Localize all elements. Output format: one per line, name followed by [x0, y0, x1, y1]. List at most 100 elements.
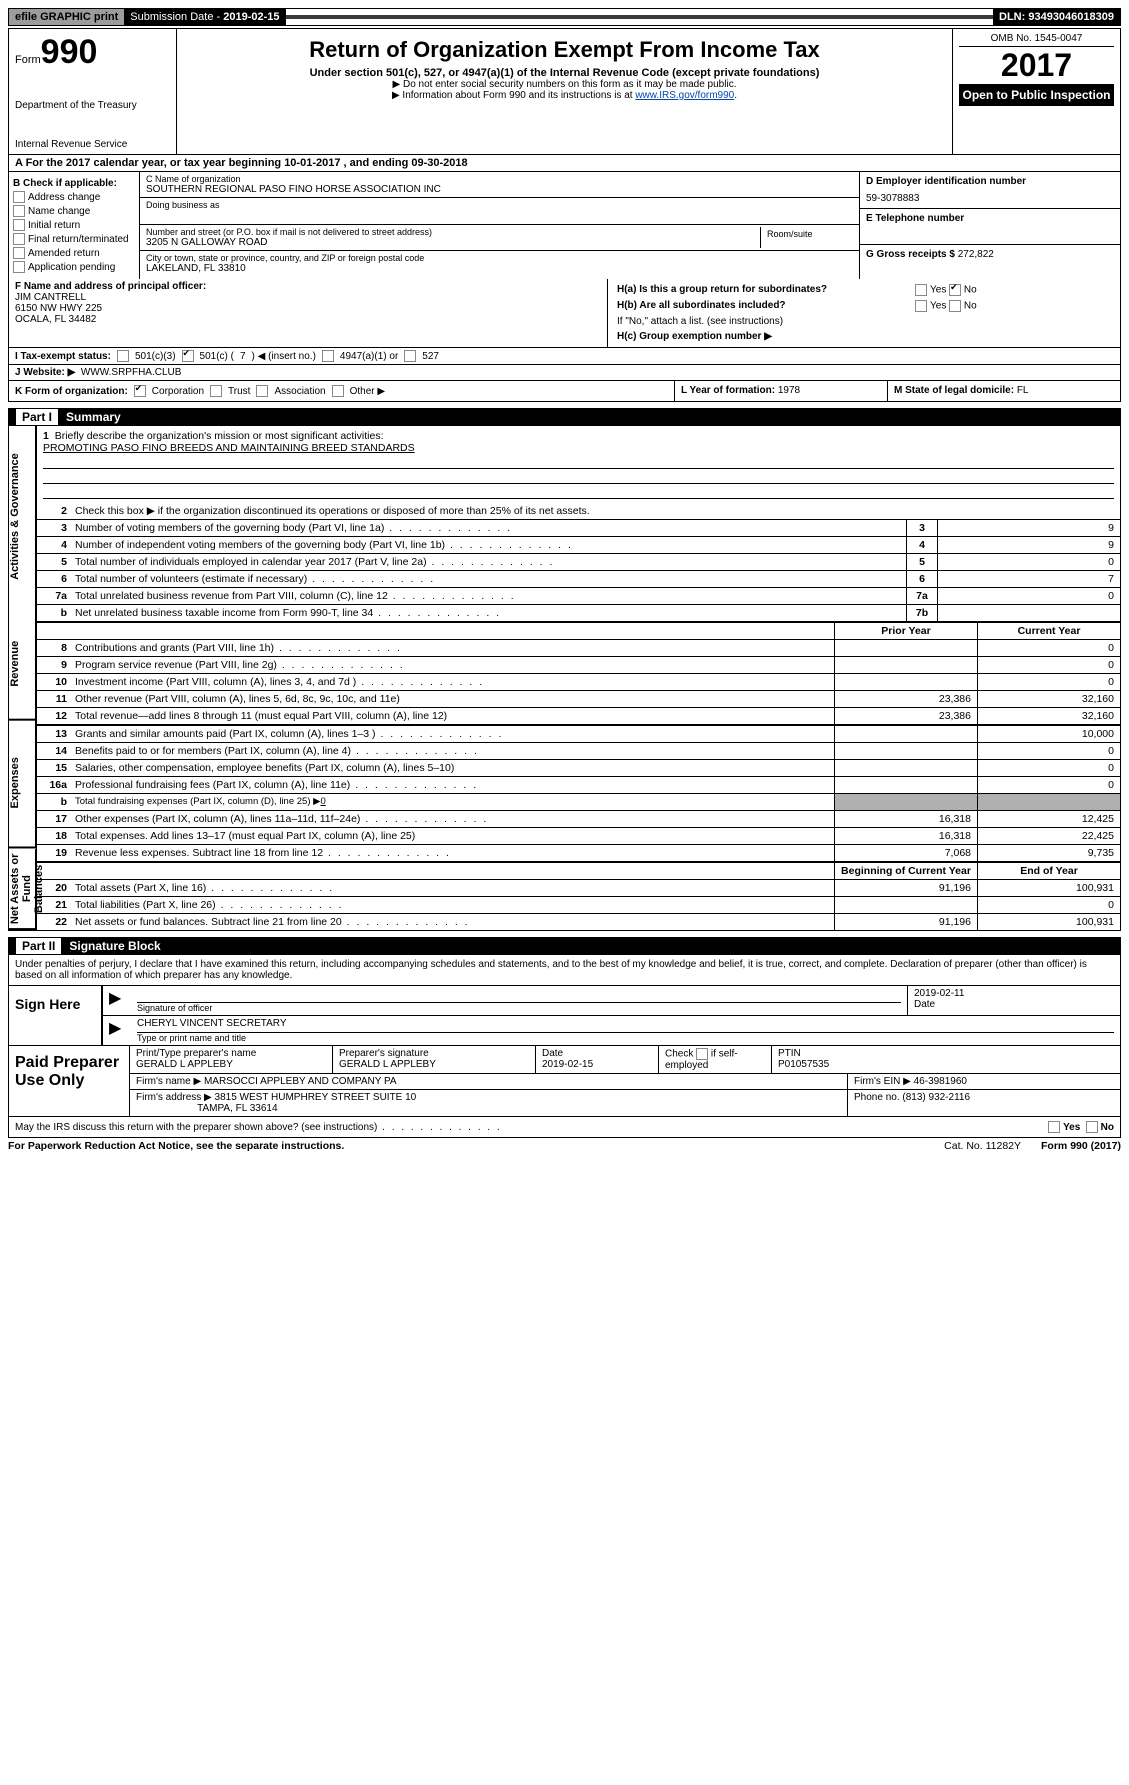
firm-ein: 46-3981960 — [914, 1076, 967, 1087]
val-11c: 32,160 — [977, 691, 1120, 707]
val-13c: 10,000 — [977, 726, 1120, 742]
row-fh: F Name and address of principal officer:… — [8, 279, 1121, 348]
officer-printed-name: CHERYL VINCENT SECRETARY — [137, 1018, 1114, 1033]
firm-name: MARSOCCI APPLEBY AND COMPANY PA — [204, 1076, 397, 1087]
row-j: J Website: ▶ WWW.SRPFHA.CLUB — [8, 365, 1121, 381]
chk-other[interactable] — [332, 385, 344, 397]
val-20p: 91,196 — [834, 880, 977, 896]
gross-receipts-value: 272,822 — [958, 249, 994, 260]
side-netassets: Net Assets or Fund Balances — [9, 849, 36, 930]
chk-trust[interactable] — [210, 385, 222, 397]
paid-preparer-label: Paid Preparer Use Only — [9, 1046, 130, 1116]
val-12c: 32,160 — [977, 708, 1120, 724]
org-name-label: C Name of organization — [146, 174, 853, 184]
val-20c: 100,931 — [977, 880, 1120, 896]
section-h: H(a) Is this a group return for subordin… — [608, 279, 1120, 347]
ein-value: 59-3078883 — [866, 193, 1114, 204]
section-c: C Name of organization SOUTHERN REGIONAL… — [140, 172, 860, 279]
section-deg: D Employer identification number 59-3078… — [860, 172, 1120, 279]
catalog-number: Cat. No. 11282Y — [924, 1140, 1041, 1152]
block-bcde: B Check if applicable: Address change Na… — [8, 172, 1121, 279]
chk-final-return[interactable] — [13, 233, 25, 245]
website-link[interactable]: WWW.SRPFHA.CLUB — [81, 367, 182, 378]
preparer-name: GERALD L APPLEBY — [136, 1059, 326, 1070]
part1-summary: Activities & Governance Revenue Expenses… — [8, 426, 1121, 931]
side-activities: Activities & Governance — [9, 426, 36, 608]
chk-501c[interactable] — [182, 350, 194, 362]
sig-date: 2019-02-11 — [914, 988, 1114, 999]
ein-label: D Employer identification number — [866, 176, 1114, 187]
note-ssn: ▶ Do not enter social security numbers o… — [183, 79, 946, 90]
chk-address-change[interactable] — [13, 191, 25, 203]
chk-501c3[interactable] — [117, 350, 129, 362]
chk-527[interactable] — [404, 350, 416, 362]
val-19c: 9,735 — [977, 845, 1120, 861]
row-klm: K Form of organization: Corporation Trus… — [8, 381, 1121, 402]
val-3: 9 — [937, 520, 1120, 536]
chk-ha-yes[interactable] — [915, 284, 927, 296]
val-18p: 16,318 — [834, 828, 977, 844]
chk-initial-return[interactable] — [13, 219, 25, 231]
officer-addr1: 6150 NW HWY 225 — [15, 303, 601, 314]
val-21c: 0 — [977, 897, 1120, 913]
row-i: I Tax-exempt status: 501(c)(3) 501(c) (7… — [8, 348, 1121, 365]
state-domicile: FL — [1017, 385, 1029, 396]
firm-addr2: TAMPA, FL 33614 — [197, 1103, 277, 1114]
street-value: 3205 N GALLOWAY ROAD — [146, 237, 760, 248]
form-label: Form — [15, 54, 41, 66]
room-suite-label: Room/suite — [760, 227, 853, 248]
year-formation: 1978 — [778, 385, 800, 396]
irs-link[interactable]: www.IRS.gov/form990 — [635, 90, 734, 101]
chk-self-employed[interactable] — [696, 1048, 708, 1060]
val-8c: 0 — [977, 640, 1120, 656]
officer-addr2: OCALA, FL 34482 — [15, 314, 601, 325]
firm-phone: (813) 932-2116 — [902, 1092, 970, 1103]
side-expenses: Expenses — [9, 720, 36, 848]
val-22p: 91,196 — [834, 914, 977, 930]
dln: DLN: 93493046018309 — [993, 9, 1120, 25]
form-footer: Form 990 (2017) — [1041, 1140, 1121, 1152]
chk-name-change[interactable] — [13, 205, 25, 217]
val-11p: 23,386 — [834, 691, 977, 707]
gross-receipts-label: G Gross receipts $ — [866, 249, 955, 260]
val-10c: 0 — [977, 674, 1120, 690]
firm-addr1: 3815 WEST HUMPHREY STREET SUITE 10 — [215, 1092, 417, 1103]
efile-button[interactable]: efile GRAPHIC print — [9, 9, 124, 25]
part2-header: Part IISignature Block — [8, 937, 1121, 955]
chk-hb-no[interactable] — [949, 300, 961, 312]
chk-ha-no[interactable] — [949, 284, 961, 296]
val-7a: 0 — [937, 588, 1120, 604]
val-5: 0 — [937, 554, 1120, 570]
form-header: Form990 Department of the Treasury Inter… — [8, 28, 1121, 155]
chk-4947[interactable] — [322, 350, 334, 362]
city-value: LAKELAND, FL 33810 — [146, 263, 853, 274]
val-4: 9 — [937, 537, 1120, 553]
chk-discuss-no[interactable] — [1086, 1121, 1098, 1133]
val-14c: 0 — [977, 743, 1120, 759]
chk-association[interactable] — [256, 385, 268, 397]
sign-here-label: Sign Here — [9, 986, 103, 1045]
val-17c: 12,425 — [977, 811, 1120, 827]
phone-label: E Telephone number — [866, 213, 1114, 224]
final-footer: For Paperwork Reduction Act Notice, see … — [8, 1138, 1121, 1154]
top-bar: efile GRAPHIC print Submission Date - 20… — [8, 8, 1121, 26]
chk-amended-return[interactable] — [13, 247, 25, 259]
perjury-declaration: Under penalties of perjury, I declare th… — [9, 955, 1120, 986]
submission-date: Submission Date - 2019-02-15 — [124, 9, 285, 25]
dept-treasury: Department of the Treasury — [15, 100, 170, 111]
chk-hb-yes[interactable] — [915, 300, 927, 312]
val-18c: 22,425 — [977, 828, 1120, 844]
form-subtitle: Under section 501(c), 527, or 4947(a)(1)… — [183, 67, 946, 79]
val-19p: 7,068 — [834, 845, 977, 861]
chk-application-pending[interactable] — [13, 261, 25, 273]
omb-number: OMB No. 1545-0047 — [959, 33, 1114, 47]
preparer-sig: GERALD L APPLEBY — [339, 1059, 529, 1070]
chk-discuss-yes[interactable] — [1048, 1121, 1060, 1133]
val-17p: 16,318 — [834, 811, 977, 827]
section-f: F Name and address of principal officer:… — [9, 279, 608, 347]
form-title: Return of Organization Exempt From Incom… — [183, 37, 946, 63]
val-22c: 100,931 — [977, 914, 1120, 930]
form-number: 990 — [41, 33, 98, 71]
dba-label: Doing business as — [146, 200, 853, 210]
chk-corporation[interactable] — [134, 385, 146, 397]
